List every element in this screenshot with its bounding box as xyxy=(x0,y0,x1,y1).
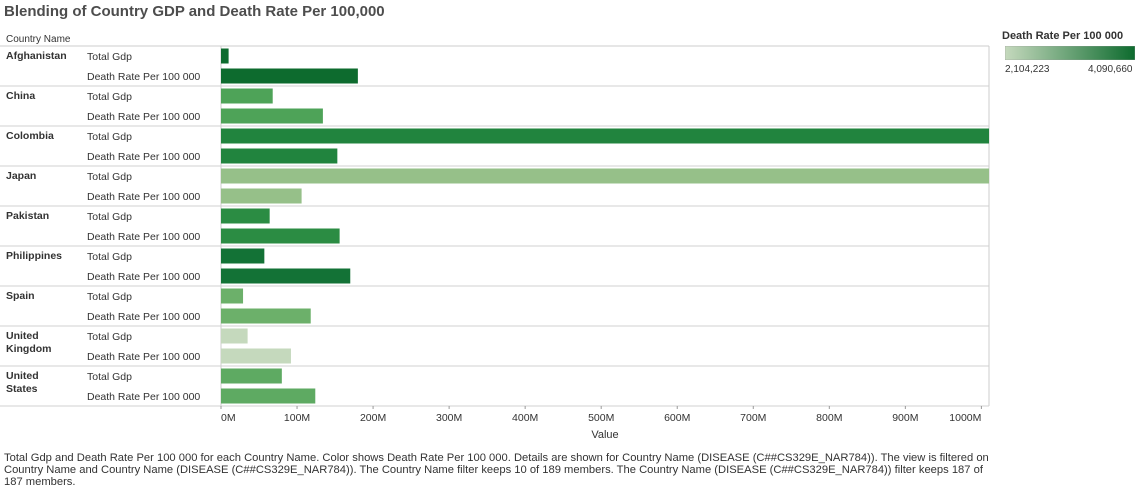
bar xyxy=(221,48,229,64)
chart-caption: Total Gdp and Death Rate Per 100 000 for… xyxy=(4,452,989,488)
bar xyxy=(221,228,340,244)
bar xyxy=(221,108,323,124)
bar xyxy=(221,288,244,304)
country-label: United xyxy=(6,330,39,342)
bar xyxy=(221,268,351,284)
measure-label: Death Rate Per 100 000 xyxy=(87,111,200,123)
measure-label: Total Gdp xyxy=(87,291,132,303)
x-tick-label: 1000M xyxy=(949,412,981,424)
measure-label: Total Gdp xyxy=(87,171,132,183)
bar xyxy=(221,248,265,264)
country-label: Colombia xyxy=(6,130,54,142)
x-tick-label: 800M xyxy=(816,412,842,424)
country-label: United xyxy=(6,370,39,382)
country-label: Pakistan xyxy=(6,210,49,222)
bar xyxy=(221,68,358,84)
x-tick-label: 700M xyxy=(740,412,766,424)
x-tick-label: 200M xyxy=(360,412,386,424)
country-label: Kingdom xyxy=(6,343,52,355)
x-tick-label: 900M xyxy=(892,412,918,424)
bar xyxy=(221,88,273,104)
measure-label: Death Rate Per 100 000 xyxy=(87,311,200,323)
measure-label: Death Rate Per 100 000 xyxy=(87,391,200,403)
bar xyxy=(221,208,270,224)
x-tick-label: 300M xyxy=(436,412,462,424)
measure-label: Death Rate Per 100 000 xyxy=(87,151,200,163)
legend-min-label: 2,104,223 xyxy=(1005,64,1050,75)
country-label: China xyxy=(6,90,35,102)
x-tick-label: 600M xyxy=(664,412,690,424)
legend-max-label: 4,090,660 xyxy=(1088,64,1133,75)
bar xyxy=(221,368,282,384)
measure-label: Death Rate Per 100 000 xyxy=(87,231,200,243)
measure-label: Total Gdp xyxy=(87,91,132,103)
country-label: States xyxy=(6,383,38,395)
measure-label: Death Rate Per 100 000 xyxy=(87,71,200,83)
measure-label: Total Gdp xyxy=(87,131,132,143)
legend-title: Death Rate Per 100 000 xyxy=(1002,30,1124,42)
bar xyxy=(221,388,316,404)
country-label: Philippines xyxy=(6,250,62,262)
bar xyxy=(221,328,248,344)
bar xyxy=(221,348,291,364)
row-header: Country Name xyxy=(6,34,71,45)
country-label: Japan xyxy=(6,170,36,182)
bar xyxy=(221,188,302,204)
measure-label: Total Gdp xyxy=(87,251,132,263)
measure-label: Death Rate Per 100 000 xyxy=(87,191,200,203)
chart-title: Blending of Country GDP and Death Rate P… xyxy=(4,3,385,20)
x-tick-label: 100M xyxy=(284,412,310,424)
bar xyxy=(221,308,311,324)
measure-label: Total Gdp xyxy=(87,331,132,343)
x-tick-label: 400M xyxy=(512,412,538,424)
x-tick-label: 500M xyxy=(588,412,614,424)
x-axis-title: Value xyxy=(591,429,618,441)
measure-label: Death Rate Per 100 000 xyxy=(87,271,200,283)
country-label: Spain xyxy=(6,290,35,302)
bar xyxy=(221,168,989,184)
measure-label: Total Gdp xyxy=(87,371,132,383)
bar xyxy=(221,148,338,164)
measure-label: Total Gdp xyxy=(87,51,132,63)
legend-gradient xyxy=(1005,46,1135,60)
bar xyxy=(221,128,989,144)
bar-chart: Afghanistan Total Gdp Death Rate Per 100 0… xyxy=(0,45,990,441)
measure-label: Death Rate Per 100 000 xyxy=(87,351,200,363)
x-tick-label: 0M xyxy=(221,412,236,424)
measure-label: Total Gdp xyxy=(87,211,132,223)
country-label: Afghanistan xyxy=(6,50,67,62)
